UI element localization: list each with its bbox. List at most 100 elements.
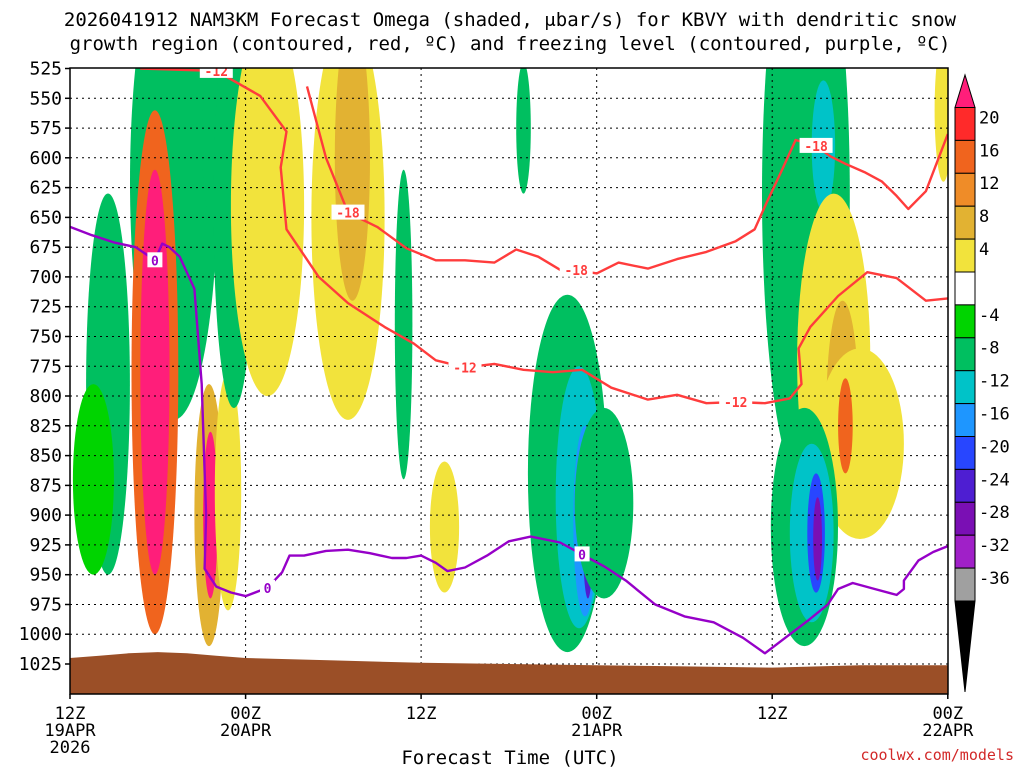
contour-label-bg-6	[147, 252, 163, 268]
contour-label-0: -12	[205, 65, 228, 80]
colorbar-bin-3	[954, 205, 976, 240]
contour-label-3: -18	[336, 207, 360, 222]
colorbar-bin-8	[954, 370, 976, 405]
y-tick-label-825: 825	[29, 416, 62, 437]
colorbar-label-minus-12: -12	[979, 372, 1010, 392]
contour-label-bg-8	[574, 546, 590, 562]
y-tick-label-750: 750	[29, 327, 62, 348]
y-tick-label-675: 675	[29, 237, 62, 258]
x-tick-label-48-1: 12Z	[757, 704, 788, 724]
colorbar-bin-14	[954, 567, 976, 602]
colorbar-label-minus-36: -36	[979, 569, 1010, 589]
contour-label-bg-0	[199, 68, 233, 78]
y-tick-label-1000: 1000	[19, 624, 62, 645]
omega-cell-33	[934, 68, 948, 182]
colorbar-bottom-triangle	[954, 600, 976, 693]
colorbar-label-8: 8	[979, 207, 989, 227]
chart-title-line-1: 2026041912 NAM3KM Forecast Omega (shaded…	[64, 9, 957, 31]
ground-layer	[70, 652, 948, 694]
contour-label-bg-2	[719, 394, 753, 409]
x-tick-label-24-1: 12Z	[406, 704, 437, 724]
x-tick-label-12-1: 00Z	[230, 704, 261, 724]
y-tick-label-625: 625	[29, 178, 62, 199]
contour-0	[70, 225, 948, 655]
chart-title-line-2: growth region (contoured, red, ºC) and f…	[70, 33, 951, 55]
x-tick-label-60-1: 00Z	[932, 704, 963, 724]
credit-text: coolwx.com/models	[860, 746, 1014, 764]
y-tick-label-875: 875	[29, 475, 62, 496]
colorbar-bin-0	[954, 107, 976, 141]
y-tick-label-775: 775	[29, 356, 62, 377]
terrain-ground	[70, 652, 948, 694]
y-tick-label-975: 975	[29, 595, 62, 616]
omega-cell-16	[429, 461, 460, 593]
colorbar-bin-1	[954, 139, 976, 174]
omega-cell-32	[813, 497, 822, 581]
contour-minus-18	[305, 86, 948, 275]
plot-frame	[69, 67, 949, 695]
y-tick-label-575: 575	[29, 118, 62, 139]
omega-cell-17	[516, 68, 531, 194]
colorbar-legend: 20 16 12 8 4 -4 -8 -12 -16 -20 -24 -28 -32 -36	[954, 73, 1010, 693]
colorbar-bin-4	[954, 238, 976, 273]
contour-label-6: 0	[151, 254, 159, 269]
contour-label-7: 0	[264, 582, 272, 597]
colorbar-label-minus-20: -20	[979, 437, 1010, 457]
y-tick-label-1025: 1025	[19, 654, 62, 675]
contour-label-4: -18	[564, 264, 588, 279]
colorbar-label-minus-24: -24	[979, 470, 1010, 490]
y-tick-label-950: 950	[29, 565, 62, 586]
y-tick-label-650: 650	[29, 207, 62, 228]
colorbar-bin-2	[954, 172, 976, 207]
x-axis-title: Forecast Time (UTC)	[401, 747, 618, 768]
contours-layer: -12 -12 -12 -18 -18 -18 0 0 0	[70, 65, 948, 655]
omega-cell-12	[230, 68, 305, 397]
omega-cell-9	[214, 372, 242, 611]
colorbar-label-20: 20	[979, 108, 999, 128]
colorbar-label-minus-32: -32	[979, 536, 1010, 556]
colorbar-label-minus-8: -8	[979, 339, 999, 359]
contour-minus-12	[140, 68, 948, 405]
omega-shading-layer	[72, 68, 948, 653]
colorbar-label-minus-28: -28	[979, 503, 1010, 523]
x-tick-label-0-3: 2026	[50, 738, 91, 758]
omega-cell-14	[334, 68, 370, 301]
x-tick-label-60-2: 22APR	[922, 721, 974, 741]
contour-label-bg-3	[331, 204, 365, 220]
colorbar-bin-5	[954, 271, 976, 306]
contour-label-bg-1	[448, 359, 482, 375]
y-tick-label-900: 900	[29, 505, 62, 526]
y-tick-label-525: 525	[29, 59, 62, 80]
y-tick-label-925: 925	[29, 535, 62, 556]
colorbar-bin-12	[954, 501, 976, 536]
contour-label-bg-7	[260, 579, 275, 595]
colorbar-label-4: 4	[979, 240, 989, 260]
colorbar-bin-6	[954, 304, 976, 339]
colorbar-label-12: 12	[979, 174, 999, 194]
omega-cell-15	[394, 169, 413, 480]
colorbar-label-minus-16: -16	[979, 405, 1010, 425]
omega-cell-22	[574, 407, 634, 599]
contour-label-5: -18	[804, 140, 828, 155]
colorbar-bin-9	[954, 403, 976, 438]
colorbar-bin-11	[954, 468, 976, 503]
colorbar-bin-7	[954, 337, 976, 372]
x-tick-label-36-2: 21APR	[571, 721, 623, 741]
colorbar-label-16: 16	[979, 141, 999, 161]
colorbar-top-triangle	[954, 73, 976, 108]
contour-label-2: -12	[724, 396, 747, 411]
contour-label-1: -12	[453, 361, 476, 376]
y-tick-label-600: 600	[29, 148, 62, 169]
colorbar-label-minus-4: -4	[979, 306, 999, 326]
y-tick-label-550: 550	[29, 88, 62, 109]
contour-label-8: 0	[578, 548, 586, 563]
omega-cell-4	[140, 169, 170, 575]
omega-cell-6	[72, 384, 114, 575]
contour-label-bg-4	[559, 261, 593, 277]
y-tick-label-700: 700	[29, 267, 62, 288]
colorbar-bin-10	[954, 436, 976, 470]
omega-cell-8	[203, 431, 218, 599]
